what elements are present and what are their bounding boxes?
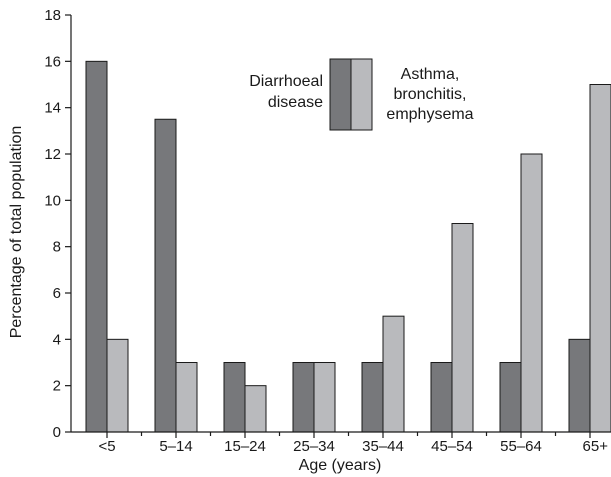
y-tick-label: 2 (53, 378, 61, 395)
legend-label-diarrhoeal: Diarrhoeal (249, 73, 323, 90)
bar-diarrhoeal-0 (85, 60, 108, 433)
y-tick-label: 18 (44, 7, 61, 24)
bar-diarrhoeal-7 (568, 338, 591, 433)
bar-asthma-1 (175, 362, 198, 433)
y-axis-title: Percentage of total population (8, 126, 25, 339)
bar-diarrhoeal-1 (154, 118, 177, 433)
legend: Diarrhoeal disease Asthma, bronchitis, emphy… (249, 58, 474, 131)
x-tick-label: <5 (98, 438, 115, 455)
bar-asthma-0 (106, 338, 129, 433)
x-tick-label: 15–24 (224, 438, 266, 455)
bar-diarrhoeal-5 (430, 362, 453, 433)
bar-diarrhoeal-6 (499, 362, 522, 433)
bar-asthma-5 (451, 223, 474, 433)
legend-label-asthma: emphysema (386, 106, 473, 123)
bar-asthma-6 (520, 153, 543, 433)
bar-diarrhoeal-4 (361, 362, 384, 433)
bar-asthma-2 (244, 385, 267, 433)
x-tick-label: 65+ (583, 438, 609, 455)
x-tick-label: 5–14 (159, 438, 192, 455)
x-tick-label: 55–64 (500, 438, 542, 455)
legend-label-diarrhoeal: disease (268, 94, 323, 111)
y-tick-label: 10 (44, 192, 61, 209)
y-tick-label: 12 (44, 146, 61, 163)
y-tick-label: 0 (53, 424, 61, 441)
bar-asthma-4 (382, 315, 405, 433)
y-tick-label: 16 (44, 53, 61, 70)
y-tick-label: 6 (53, 285, 61, 302)
legend-swatch-asthma (350, 58, 373, 131)
y-tick-label: 8 (53, 239, 61, 256)
bar-diarrhoeal-2 (223, 362, 246, 433)
legend-label-asthma: bronchitis, (394, 86, 467, 103)
bar-asthma-7 (589, 84, 611, 433)
bar-diarrhoeal-3 (292, 362, 315, 433)
y-tick-label: 14 (44, 100, 61, 117)
plot-area: 0 2 4 6 8 10 12 14 16 18 <5 5–14 15–24 25–34 35–44 45–5… (44, 7, 611, 455)
legend-swatch-diarrhoeal (329, 58, 352, 131)
x-axis-title: Age (years) (299, 457, 382, 474)
x-tick-label: 35–44 (362, 438, 404, 455)
bar-asthma-3 (313, 362, 336, 433)
legend-label-asthma: Asthma, (401, 66, 460, 83)
x-tick-label: 25–34 (293, 438, 335, 455)
y-tick-label: 4 (53, 331, 61, 348)
x-tick-label: 45–54 (431, 438, 473, 455)
